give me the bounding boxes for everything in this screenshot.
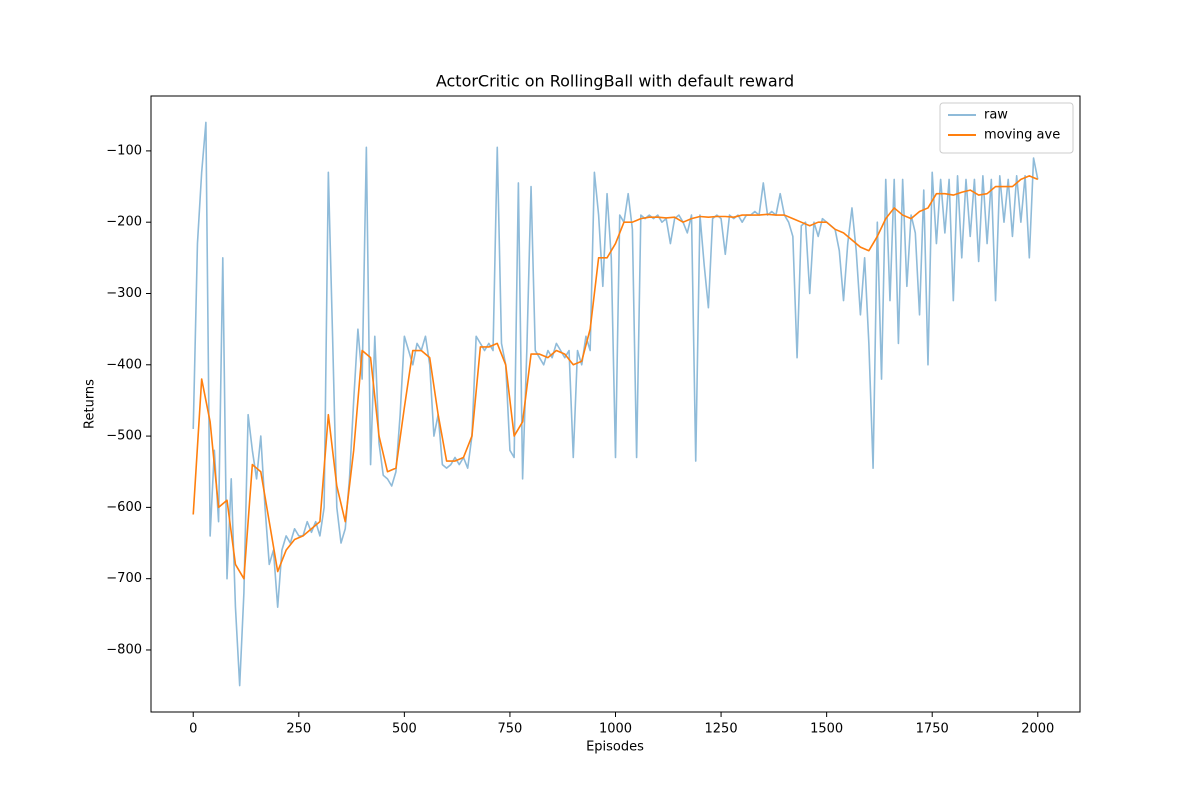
x-tick-label: 1500 <box>810 722 843 737</box>
plot-frame <box>150 95 1081 713</box>
y-tick-label: −700 <box>106 571 142 586</box>
y-tick-label: −500 <box>106 429 142 444</box>
chart-title: ActorCritic on RollingBall with default … <box>436 72 794 91</box>
series-line <box>192 121 1039 687</box>
x-tick-label: 500 <box>392 722 417 737</box>
x-tick-label: 0 <box>189 722 197 737</box>
x-tick-label: 2000 <box>1021 722 1054 737</box>
legend-label: raw <box>984 108 1008 123</box>
legend-label: moving ave <box>984 128 1060 143</box>
series-line <box>192 175 1039 580</box>
x-axis-label: Episodes <box>586 740 644 755</box>
y-tick-label: −400 <box>106 357 142 372</box>
y-tick-label: −600 <box>106 500 142 515</box>
x-tick-label: 250 <box>286 722 311 737</box>
y-tick-label: −100 <box>106 143 142 158</box>
x-tick-label: 750 <box>498 722 523 737</box>
x-tick-label: 1000 <box>599 722 632 737</box>
y-tick-label: −800 <box>106 642 142 657</box>
y-axis-label: Returns <box>83 379 98 429</box>
x-tick-label: 1750 <box>916 722 949 737</box>
x-tick-label: 1250 <box>705 722 738 737</box>
y-tick-label: −200 <box>106 215 142 230</box>
y-tick-label: −300 <box>106 286 142 301</box>
